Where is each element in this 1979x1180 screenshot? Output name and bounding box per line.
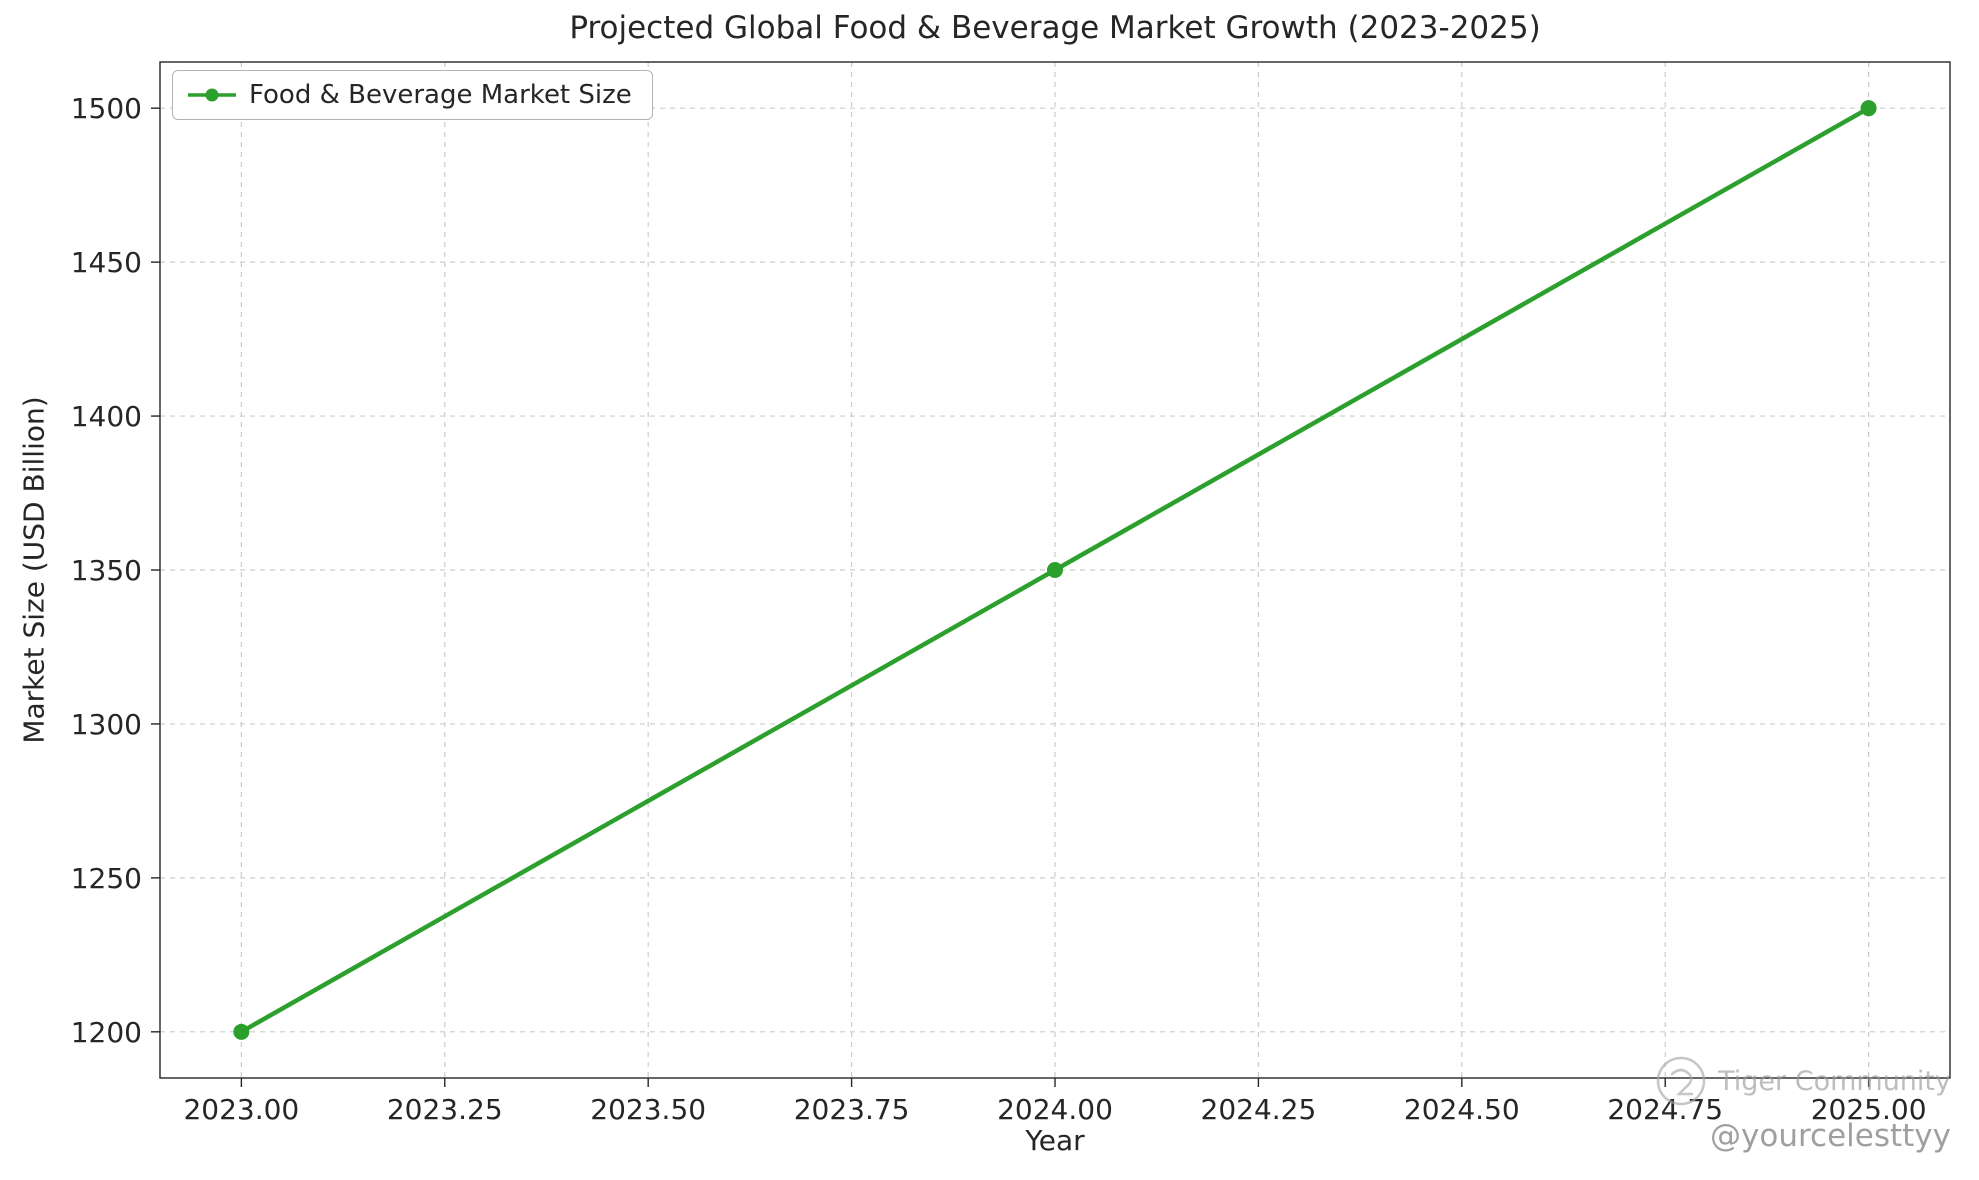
y-tick-label: 1200 <box>71 1016 142 1049</box>
x-tick-label: 2024.00 <box>997 1093 1113 1126</box>
legend: Food & Beverage Market Size <box>172 70 653 120</box>
legend-marker-dot <box>205 88 219 102</box>
y-axis-label: Market Size (USD Billion) <box>17 396 51 744</box>
watermark-logo-icon <box>1656 1056 1706 1106</box>
watermark: Tiger Community @yourcelesttyy <box>1654 1054 1951 1154</box>
x-tick-label: 2023.75 <box>794 1093 910 1126</box>
x-tick-label: 2025.00 <box>1811 1093 1927 1126</box>
x-tick-label: 2023.25 <box>387 1093 503 1126</box>
x-tick-label: 2024.50 <box>1404 1093 1520 1126</box>
y-tick-label: 1350 <box>71 554 142 587</box>
y-tick-label: 1500 <box>71 92 142 125</box>
x-tick-label: 2023.50 <box>590 1093 706 1126</box>
y-tick-label: 1450 <box>71 246 142 279</box>
series-marker-dot <box>1860 100 1877 117</box>
x-tick-label: 2023.00 <box>183 1093 299 1126</box>
y-tick-label: 1300 <box>71 708 142 741</box>
x-tick-label: 2024.25 <box>1201 1093 1317 1126</box>
series-marker-dot <box>1047 562 1063 578</box>
y-tick-label: 1250 <box>71 862 142 895</box>
chart-title: Projected Global Food & Beverage Market … <box>569 10 1541 46</box>
y-tick-label: 1400 <box>71 400 142 433</box>
x-axis-label: Year <box>1025 1124 1085 1157</box>
legend-line-marker-icon <box>188 88 236 102</box>
series-marker-dot <box>233 1023 250 1040</box>
watermark-brand-text: Tiger Community <box>1718 1065 1951 1097</box>
watermark-handle-text: @yourcelesttyy <box>1710 1118 1951 1154</box>
legend-label: Food & Beverage Market Size <box>249 80 632 110</box>
watermark-brand-row: Tiger Community <box>1654 1054 1951 1108</box>
